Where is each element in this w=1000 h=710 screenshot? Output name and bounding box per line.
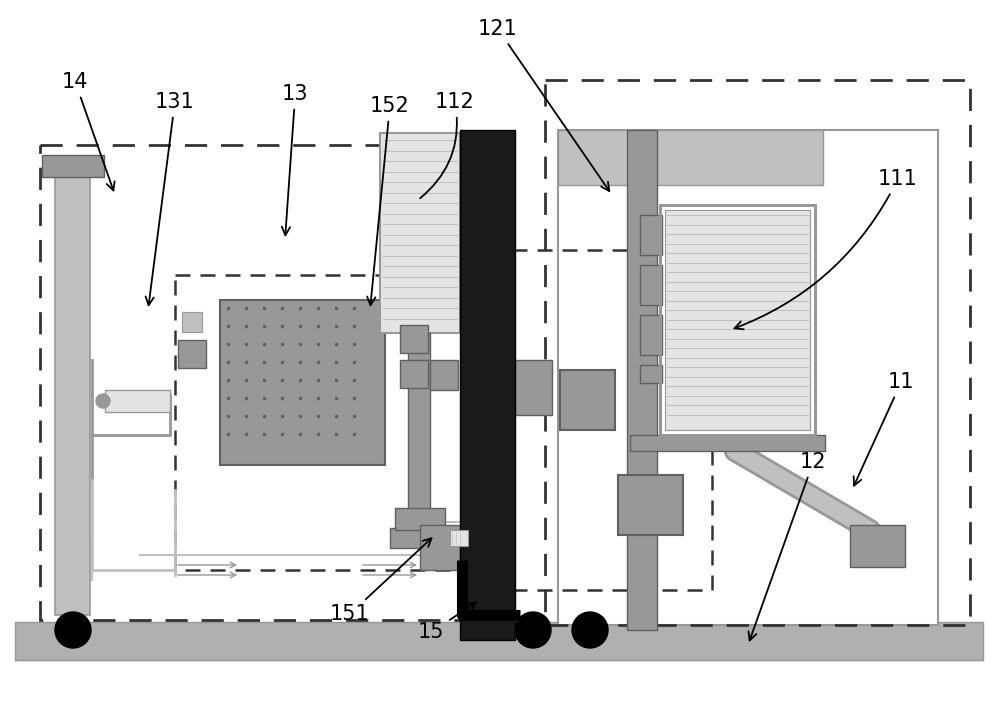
Bar bbox=[560, 370, 615, 430]
Bar bbox=[558, 130, 938, 625]
Bar bbox=[55, 160, 90, 615]
Bar bbox=[182, 312, 202, 332]
Bar bbox=[42, 155, 104, 177]
Bar bbox=[15, 622, 983, 660]
Bar bbox=[627, 130, 657, 630]
Circle shape bbox=[55, 612, 91, 648]
Circle shape bbox=[572, 612, 608, 648]
Bar bbox=[630, 435, 825, 451]
Bar bbox=[460, 130, 515, 640]
Bar bbox=[450, 530, 468, 546]
Text: 152: 152 bbox=[367, 96, 410, 305]
Bar bbox=[430, 360, 458, 390]
Bar bbox=[545, 80, 970, 625]
Text: 112: 112 bbox=[420, 92, 475, 198]
Text: 13: 13 bbox=[282, 84, 308, 235]
Bar bbox=[390, 528, 450, 548]
Bar bbox=[105, 390, 170, 412]
Text: 151: 151 bbox=[330, 538, 431, 624]
Bar bbox=[660, 205, 815, 435]
Text: 11: 11 bbox=[854, 372, 914, 486]
Text: 12: 12 bbox=[748, 452, 826, 640]
Bar bbox=[408, 333, 430, 538]
Bar bbox=[395, 508, 445, 530]
Text: 111: 111 bbox=[734, 169, 918, 329]
Bar bbox=[400, 325, 428, 353]
Bar bbox=[512, 250, 712, 590]
Bar bbox=[665, 210, 810, 430]
Bar bbox=[640, 215, 662, 255]
Bar bbox=[640, 315, 662, 355]
Bar bbox=[660, 205, 815, 435]
Bar bbox=[380, 133, 460, 333]
Bar bbox=[175, 275, 465, 570]
Bar bbox=[400, 360, 428, 388]
Bar bbox=[512, 360, 552, 415]
Bar bbox=[618, 475, 683, 535]
Bar bbox=[420, 525, 460, 570]
Text: 15: 15 bbox=[418, 603, 476, 642]
Circle shape bbox=[96, 394, 110, 408]
Text: 131: 131 bbox=[146, 92, 195, 305]
Bar bbox=[850, 525, 905, 567]
Bar bbox=[220, 300, 385, 465]
Bar bbox=[640, 365, 662, 383]
Bar bbox=[640, 265, 662, 305]
Text: 121: 121 bbox=[478, 19, 609, 191]
Bar bbox=[40, 145, 490, 620]
Text: 14: 14 bbox=[62, 72, 115, 190]
Circle shape bbox=[515, 612, 551, 648]
Bar bbox=[465, 133, 510, 637]
Bar bbox=[558, 130, 823, 185]
Bar bbox=[178, 340, 206, 368]
